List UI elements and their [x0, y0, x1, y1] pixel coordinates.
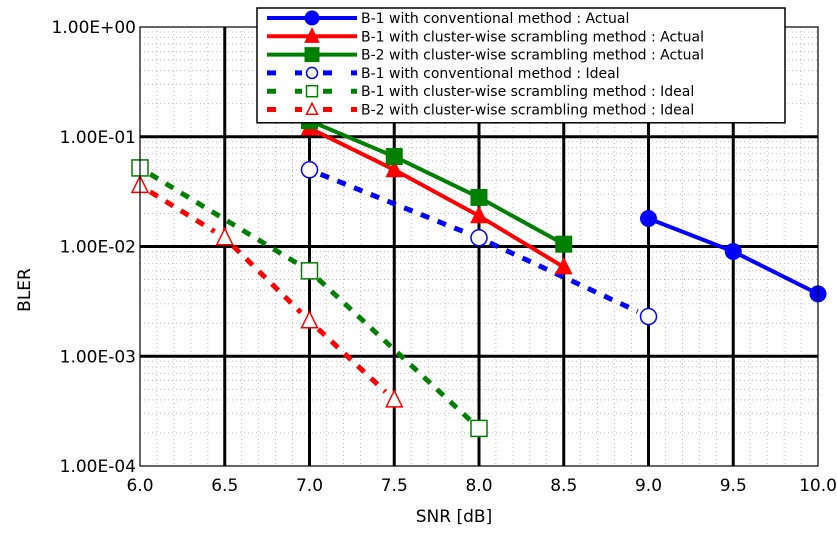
- series-line-segment: [393, 168, 480, 218]
- y-tick-label: 1.00E-02: [60, 238, 136, 258]
- x-tick-label: 10.0: [799, 476, 837, 496]
- legend-label: B-1 with cluster-wise scrambling method …: [361, 84, 694, 100]
- data-point: [639, 307, 658, 326]
- legend-label: B-1 with conventional method : Actual: [361, 11, 629, 27]
- data-point: [470, 419, 488, 438]
- series-line-segment: [148, 172, 301, 267]
- series-line-segment: [647, 216, 734, 254]
- x-tick-label: 9.5: [720, 476, 747, 496]
- series-line-segment: [308, 126, 396, 172]
- data-point: [300, 310, 319, 329]
- legend-label: B-2 with cluster-wise scrambling method …: [361, 103, 694, 119]
- data-point: [385, 389, 404, 408]
- y-axis-label: BLER: [15, 268, 35, 312]
- legend: B-1 with conventional method : Actual B-1…: [256, 7, 786, 124]
- series-line-segment: [148, 189, 216, 234]
- data-point: [215, 226, 234, 246]
- legend-label: B-1 with cluster-wise scrambling method …: [361, 29, 704, 45]
- series-line-segment: [477, 214, 565, 269]
- y-tick-label: 1.00E-04: [60, 457, 136, 477]
- x-tick-label: 9.0: [635, 476, 662, 496]
- series-line-segment: [732, 249, 818, 296]
- data-point: [385, 159, 404, 178]
- series-layer: [148, 118, 818, 423]
- y-tick-label: 1.00E-01: [60, 128, 136, 148]
- data-point: [385, 148, 403, 166]
- x-tick-label: 8.0: [465, 476, 492, 496]
- data-point: [640, 209, 657, 227]
- y-tick-label: 1.00E-03: [60, 347, 136, 367]
- legend-label: B-2 with cluster-wise scrambling method …: [361, 48, 704, 64]
- legend-marker: [305, 84, 319, 98]
- x-tick-label: 7.5: [381, 476, 408, 496]
- legend-marker: [304, 10, 320, 26]
- data-point: [300, 161, 319, 179]
- data-point: [300, 262, 319, 280]
- series-line-segment: [308, 118, 396, 159]
- legend-label: B-1 with conventional method : Ideal: [361, 66, 620, 82]
- x-tick-label: 7.0: [296, 476, 323, 496]
- series-line-segment: [316, 327, 388, 394]
- y-tick-labels: 1.00E+00 1.00E-01 1.00E-02 1.00E-03 1.00E-04: [52, 18, 136, 477]
- data-point: [470, 188, 488, 206]
- data-point: [470, 229, 488, 247]
- legend-marker: [304, 47, 320, 63]
- legend-marker: [305, 66, 319, 80]
- series-line-segment: [231, 244, 303, 315]
- legend-marker: [304, 27, 320, 43]
- x-tick-label: 8.5: [550, 476, 577, 496]
- series-line-segment: [478, 195, 565, 246]
- series-line-segment: [393, 154, 480, 200]
- data-point: [470, 205, 488, 224]
- x-tick-labels: 6.0 6.5 7.0 7.5 8.0 8.5 9.0 9.5 10.0: [126, 476, 836, 496]
- data-point: [724, 243, 742, 261]
- x-tick-label: 6.5: [211, 476, 238, 496]
- series-line-segment: [319, 171, 469, 236]
- x-axis-label: SNR [dB]: [416, 507, 492, 527]
- x-tick-label: 6.0: [126, 476, 153, 496]
- legend-box: [256, 7, 786, 124]
- data-point: [554, 256, 573, 275]
- legend-marker: [305, 101, 319, 115]
- data-point: [555, 235, 573, 253]
- y-tick-label: 1.00E+00: [52, 18, 136, 38]
